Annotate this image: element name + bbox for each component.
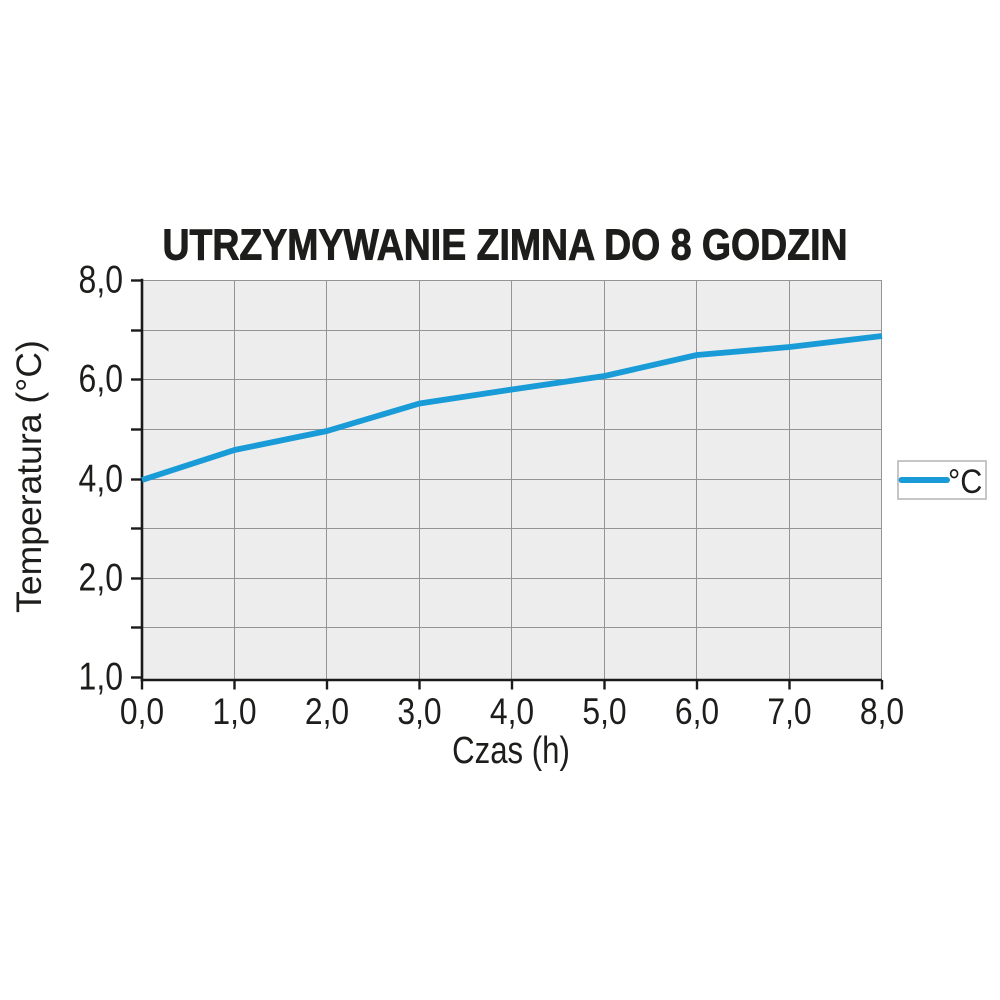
svg-text:8,0: 8,0 <box>860 691 904 733</box>
svg-text:5,0: 5,0 <box>582 691 626 733</box>
svg-text:Temperatura (°C): Temperatura (°C) <box>9 340 49 613</box>
svg-text:0,0: 0,0 <box>120 691 164 733</box>
svg-text:8,0: 8,0 <box>79 258 123 302</box>
svg-text:°C: °C <box>948 463 982 501</box>
svg-text:4,0: 4,0 <box>79 457 123 501</box>
svg-text:2,0: 2,0 <box>305 691 349 733</box>
svg-text:2,0: 2,0 <box>79 556 123 600</box>
svg-text:Czas (h): Czas (h) <box>452 730 570 772</box>
svg-text:6,0: 6,0 <box>675 691 719 733</box>
svg-text:4,0: 4,0 <box>490 691 534 733</box>
svg-text:1,0: 1,0 <box>79 655 123 699</box>
svg-text:1,0: 1,0 <box>212 691 256 733</box>
svg-text:UTRZYMYWANIE ZIMNA DO 8 GODZIN: UTRZYMYWANIE ZIMNA DO 8 GODZIN <box>162 220 847 269</box>
svg-text:3,0: 3,0 <box>397 691 441 733</box>
svg-text:6,0: 6,0 <box>79 357 123 401</box>
svg-text:7,0: 7,0 <box>767 691 811 733</box>
